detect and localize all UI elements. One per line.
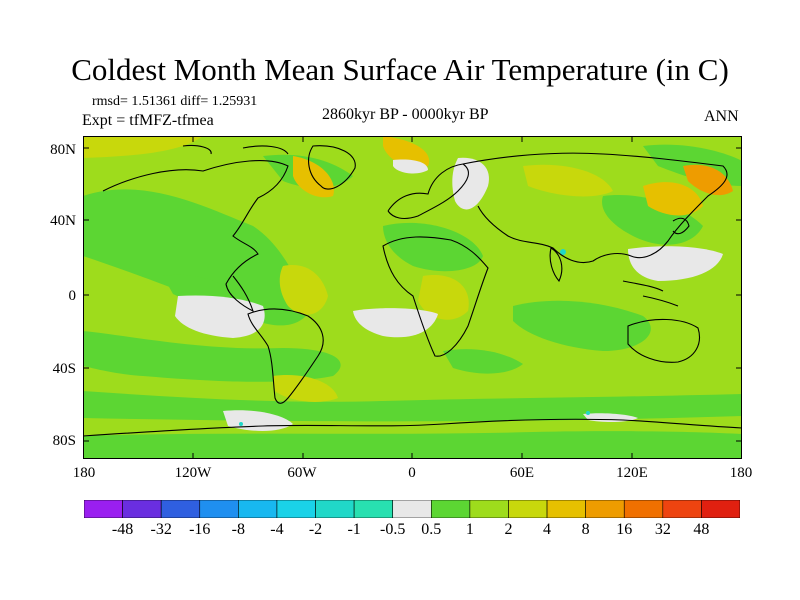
colorbar-tick-label: -8 <box>231 521 245 538</box>
chart-title: Coldest Month Mean Surface Air Temperatu… <box>71 52 729 87</box>
experiment-label: Expt = tfMFZ-tfmea <box>82 112 214 129</box>
lon-label-180e: 180 <box>729 465 753 481</box>
colorbar-tick-label: 8 <box>581 521 590 538</box>
period-label: 2860kyr BP - 0000kyr BP <box>322 106 489 123</box>
lon-label-120w: 120W <box>174 465 212 481</box>
lon-label-60w: 60W <box>287 465 317 481</box>
colorbar-swatch <box>392 500 432 518</box>
colorbar-tick-label: -2 <box>308 521 323 538</box>
colorbar-swatch <box>508 500 548 518</box>
colorbar-tick-label: -48 <box>111 521 134 538</box>
map-ticks <box>83 136 742 459</box>
colorbar-tick-label: 4 <box>543 521 552 538</box>
colorbar-swatch <box>315 500 355 518</box>
colorbar-swatch <box>199 500 239 518</box>
season-label: ANN <box>704 108 739 125</box>
lon-label-180w: 180 <box>72 465 96 481</box>
green-zones <box>83 144 742 459</box>
colorbar-swatch <box>623 500 664 518</box>
colorbar-tick-label: 16 <box>616 521 633 538</box>
colorbar-tick-label: 32 <box>654 521 671 538</box>
colorbar-swatch <box>430 500 471 518</box>
lat-label-80s: 80S <box>52 433 76 449</box>
colorbar-swatch <box>276 500 316 518</box>
colorbar-swatch <box>238 500 278 518</box>
lon-label-0: 0 <box>408 465 416 481</box>
coastlines <box>83 144 742 437</box>
lat-label-0: 0 <box>68 288 77 304</box>
lat-label-40n: 40N <box>50 213 76 229</box>
colorbar-tick-label: 2 <box>504 521 513 538</box>
colorbar-tick-label: 48 <box>693 521 710 538</box>
temperature-map <box>83 136 742 459</box>
colorbar-swatch <box>662 500 702 518</box>
colorbar <box>84 500 740 518</box>
colorbar-swatch <box>546 500 586 518</box>
colorbar-swatch <box>353 500 394 518</box>
colorbar-tick-label: -32 <box>150 521 172 538</box>
colorbar-swatch <box>469 500 509 518</box>
colorbar-tick-label: -0.5 <box>380 521 406 538</box>
lat-label-80n: 80N <box>50 142 76 158</box>
colorbar-swatch <box>84 500 123 518</box>
colorbar-tick-label: -16 <box>189 521 211 538</box>
colorbar-tick-label: -1 <box>347 521 361 538</box>
lon-label-60e: 60E <box>509 465 535 481</box>
lat-label-40s: 40S <box>52 361 76 377</box>
colorbar-swatch <box>701 500 740 518</box>
colorbar-swatch <box>160 500 201 518</box>
colorbar-tick-label: 0.5 <box>421 521 442 538</box>
cyan-spots <box>239 249 590 426</box>
colorbar-tick-label: -4 <box>270 521 284 538</box>
rmsd-diff-stats: rmsd= 1.51361 diff= 1.25931 <box>92 94 258 109</box>
lon-label-120e: 120E <box>616 465 648 481</box>
warm-zones <box>83 136 733 402</box>
colorbar-tick-label: 1 <box>465 521 474 538</box>
colorbar-swatch <box>122 500 162 518</box>
colorbar-swatch <box>585 500 625 518</box>
